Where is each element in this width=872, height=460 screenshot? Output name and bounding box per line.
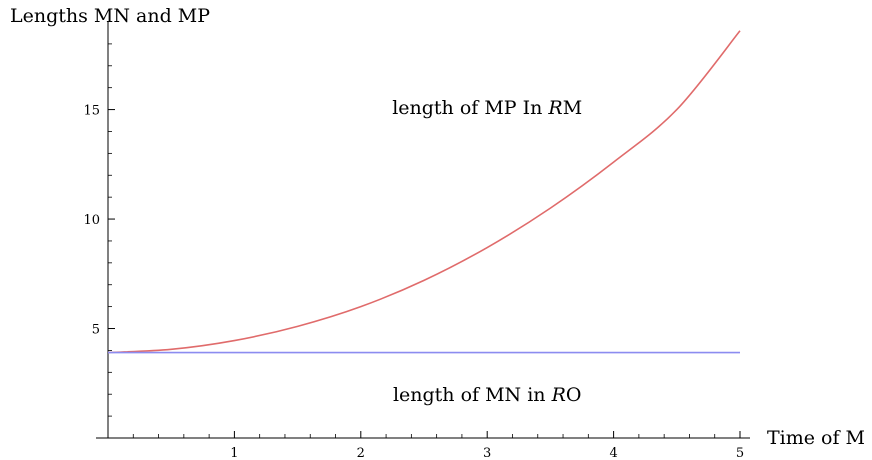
axis-ticks: 1 2 3 4 5 5 10 15 bbox=[83, 43, 744, 460]
annotation-tail: O bbox=[566, 384, 582, 406]
annotation-script: R bbox=[551, 384, 566, 406]
y-tick-label: 5 bbox=[92, 323, 100, 338]
series-line-1 bbox=[107, 30, 741, 354]
series-layer bbox=[107, 30, 741, 354]
annotation-script: R bbox=[547, 97, 562, 119]
annotation-text: length of MP In bbox=[392, 97, 548, 119]
y-tick-label: 10 bbox=[83, 213, 100, 228]
x-tick-label: 1 bbox=[230, 446, 238, 460]
x-tick-label: 4 bbox=[609, 446, 617, 460]
annotation-tail: M bbox=[563, 97, 582, 119]
y-tick-label: 15 bbox=[83, 104, 100, 119]
x-axis-label: Time of M bbox=[767, 427, 865, 449]
y-axis-label: Lengths MN and MP bbox=[10, 5, 210, 27]
curve-annotation: length of MP In RM bbox=[392, 97, 582, 119]
x-tick-label: 2 bbox=[357, 446, 365, 460]
annotation-text: length of MN in bbox=[393, 384, 552, 406]
x-tick-label: 3 bbox=[483, 446, 491, 460]
curve-annotation: length of MN in RO bbox=[393, 384, 582, 406]
x-tick-label: 5 bbox=[736, 446, 744, 460]
